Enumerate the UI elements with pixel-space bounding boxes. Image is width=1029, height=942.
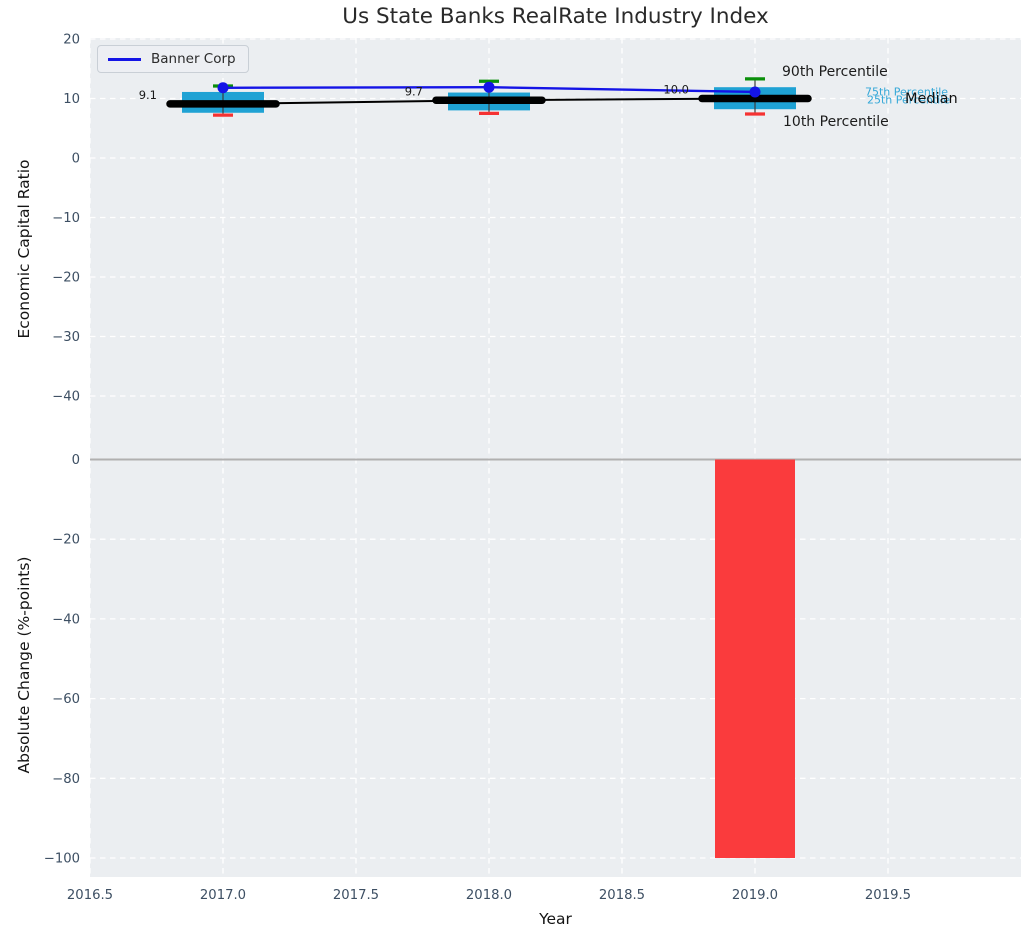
median-value-label-2017: 9.1 (139, 88, 157, 102)
top-y-tick-label: −20 (52, 271, 80, 286)
bottom-y-axis-label: Absolute Change (%-points) (15, 557, 33, 774)
top-y-tick-label: 10 (63, 92, 80, 107)
annotation-90th-percentile: 90th Percentile (782, 64, 888, 80)
bottom-y-tick-label: −20 (52, 533, 80, 548)
figure: 9.1 9.7 10.0 20 10 0 −10 −20 −30 −40 0 −20 −40 −60 −80… (0, 0, 1029, 942)
x-tick-label: 2017.5 (333, 888, 379, 903)
median-value-label-2019: 10.0 (663, 83, 689, 97)
top-y-tick-label: −30 (52, 330, 80, 345)
chart-title: Us State Banks RealRate Industry Index (90, 4, 1021, 29)
x-tick-label: 2018.5 (599, 888, 645, 903)
x-tick-label: 2018.0 (466, 888, 512, 903)
annotation-median: Median (905, 91, 958, 107)
legend-line-swatch (108, 58, 141, 61)
banner-corp-point-2019 (750, 86, 761, 97)
bottom-y-tick-label: −40 (52, 612, 80, 627)
top-y-tick-label: 20 (63, 33, 80, 48)
top-y-axis-label: Economic Capital Ratio (15, 159, 33, 338)
top-y-tick-label: −10 (52, 211, 80, 226)
x-tick-label: 2019.0 (732, 888, 778, 903)
banner-corp-point-2018 (484, 82, 495, 93)
top-y-tick-label: 0 (72, 152, 80, 167)
banner-corp-point-2017 (218, 82, 229, 93)
x-tick-label: 2019.5 (865, 888, 911, 903)
chart-canvas: 9.1 9.7 10.0 20 10 0 −10 −20 −30 −40 0 −20 −40 −60 −80… (0, 0, 1029, 942)
plot-background (90, 38, 1021, 877)
x-tick-label: 2017.0 (200, 888, 246, 903)
median-value-label-2018: 9.7 (405, 84, 423, 98)
bottom-y-tick-label: −80 (52, 772, 80, 787)
top-y-tick-label: −40 (52, 390, 80, 405)
annotation-10th-percentile: 10th Percentile (783, 114, 889, 130)
change-bar-2019 (715, 460, 795, 859)
legend-label: Banner Corp (151, 51, 236, 67)
bottom-y-tick-label: −100 (44, 852, 80, 867)
bottom-y-tick-label: 0 (72, 453, 80, 468)
x-axis-label: Year (90, 910, 1021, 928)
legend: Banner Corp (97, 45, 249, 73)
bottom-y-tick-label: −60 (52, 692, 80, 707)
x-tick-label: 2016.5 (67, 888, 113, 903)
